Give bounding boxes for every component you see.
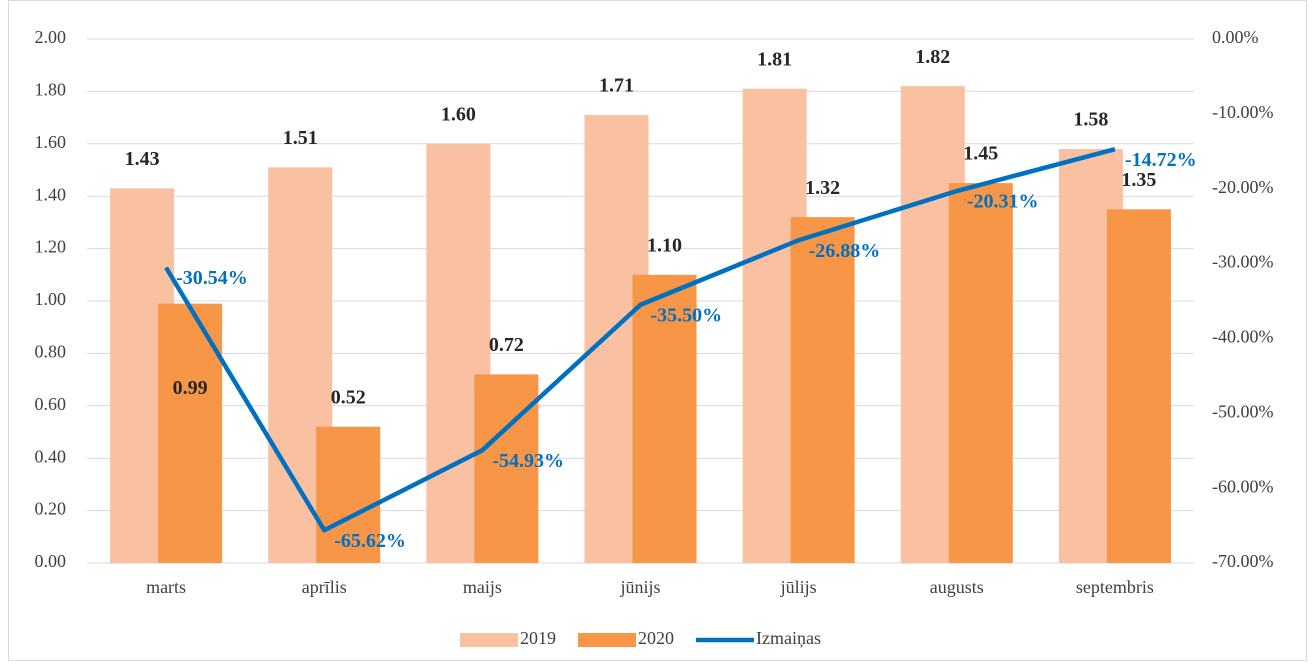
y2-tick-label: -10.00% — [1212, 102, 1274, 122]
legend-label: 2020 — [638, 628, 674, 648]
data-label: 1.32 — [805, 177, 840, 199]
y-tick-label: 1.60 — [35, 132, 67, 152]
data-label: 1.60 — [441, 103, 476, 125]
bar — [632, 274, 697, 563]
x-tick-label: augusts — [930, 577, 984, 597]
y2-tick-label: -50.00% — [1212, 401, 1274, 421]
x-tick-label: septembris — [1076, 577, 1154, 597]
y-tick-label: 0.40 — [35, 446, 67, 466]
data-label: 1.45 — [963, 143, 998, 165]
y-tick-label: 1.40 — [35, 184, 67, 204]
y2-tick-label: 0.00% — [1212, 27, 1259, 47]
line — [164, 147, 1116, 533]
y2-tick-label: -20.00% — [1212, 177, 1274, 197]
y-tick-label: 0.80 — [35, 342, 67, 362]
line-label: -14.72% — [1125, 149, 1197, 171]
line-label: -26.88% — [809, 240, 881, 262]
data-label: 1.10 — [647, 234, 682, 256]
x-tick-label: jūlijs — [780, 577, 817, 597]
data-label: 1.71 — [599, 75, 634, 97]
data-label: 1.43 — [125, 148, 160, 170]
y-tick-label: 0.60 — [35, 394, 67, 414]
line-label: -35.50% — [651, 304, 723, 326]
line-label: -54.93% — [492, 450, 564, 472]
legend-label: 2019 — [520, 628, 556, 648]
bar — [790, 217, 855, 563]
x-tick-label: aprīlis — [302, 577, 347, 597]
legend-swatch — [578, 633, 636, 647]
y-tick-label: 1.00 — [35, 289, 67, 309]
x-tick-label: marts — [146, 577, 186, 597]
legend-swatch — [460, 633, 518, 647]
line-label: -30.54% — [176, 267, 248, 289]
x-tick-label: jūnijs — [619, 577, 660, 597]
data-label: 0.99 — [173, 377, 208, 399]
y2-tick-label: -30.00% — [1212, 252, 1274, 272]
data-label: 1.58 — [1073, 109, 1108, 131]
y-tick-label: 1.80 — [35, 80, 67, 100]
data-label: 0.52 — [331, 386, 366, 408]
y-tick-label: 0.00 — [35, 551, 67, 571]
bar — [948, 183, 1013, 563]
y2-tick-label: -70.00% — [1212, 551, 1274, 571]
x-tick-label: maijs — [463, 577, 502, 597]
data-label: 1.82 — [915, 46, 950, 68]
bar — [1106, 209, 1171, 564]
data-label: 1.35 — [1121, 169, 1156, 191]
y-tick-label: 1.20 — [35, 237, 67, 257]
y2-tick-label: -60.00% — [1212, 476, 1274, 496]
y-tick-label: 2.00 — [35, 27, 67, 47]
legend-label: Izmaiņas — [756, 628, 821, 648]
data-label: 1.51 — [283, 127, 318, 149]
y2-tick-label: -40.00% — [1212, 327, 1274, 347]
line-label: -65.62% — [334, 530, 406, 552]
line-label: -20.31% — [967, 191, 1039, 213]
y-tick-label: 0.20 — [35, 499, 67, 519]
data-label: 0.72 — [489, 334, 524, 356]
data-label: 1.81 — [757, 48, 792, 70]
bar — [316, 426, 381, 563]
